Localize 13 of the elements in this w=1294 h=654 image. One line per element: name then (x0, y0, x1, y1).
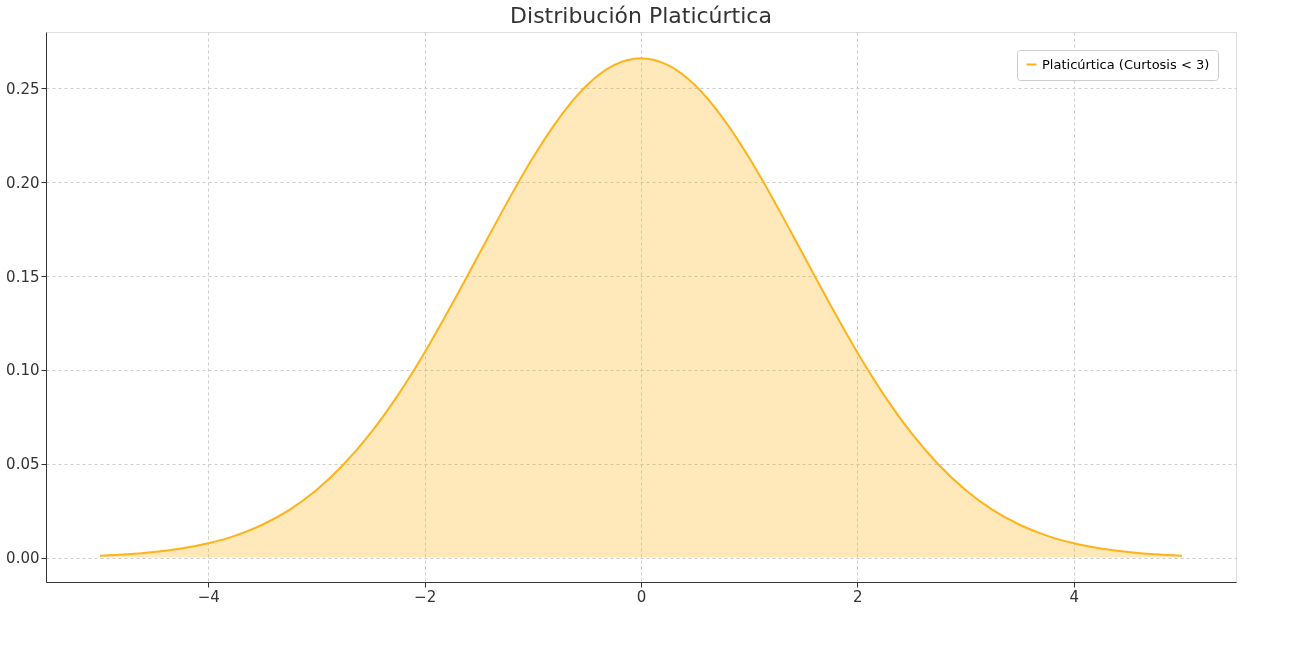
x-tick-label: 2 (853, 587, 863, 606)
y-tick-label: 0.05 (6, 455, 40, 474)
y-tick-label: 0.25 (6, 79, 40, 98)
x-tick-label: 4 (1069, 587, 1079, 606)
y-tick-label: 0.20 (6, 173, 40, 192)
legend-label: Platicúrtica (Curtosis < 3) (1042, 56, 1210, 72)
y-tick-label: 0.15 (6, 267, 40, 286)
x-tick-label: −4 (197, 587, 220, 606)
y-tick-label: 0.10 (6, 361, 40, 380)
x-tick-label: 0 (636, 587, 647, 606)
chart-title: Distribución Platicúrtica (510, 3, 772, 28)
y-tick-label: 0.00 (6, 549, 40, 568)
x-tick-label: −2 (414, 587, 437, 606)
